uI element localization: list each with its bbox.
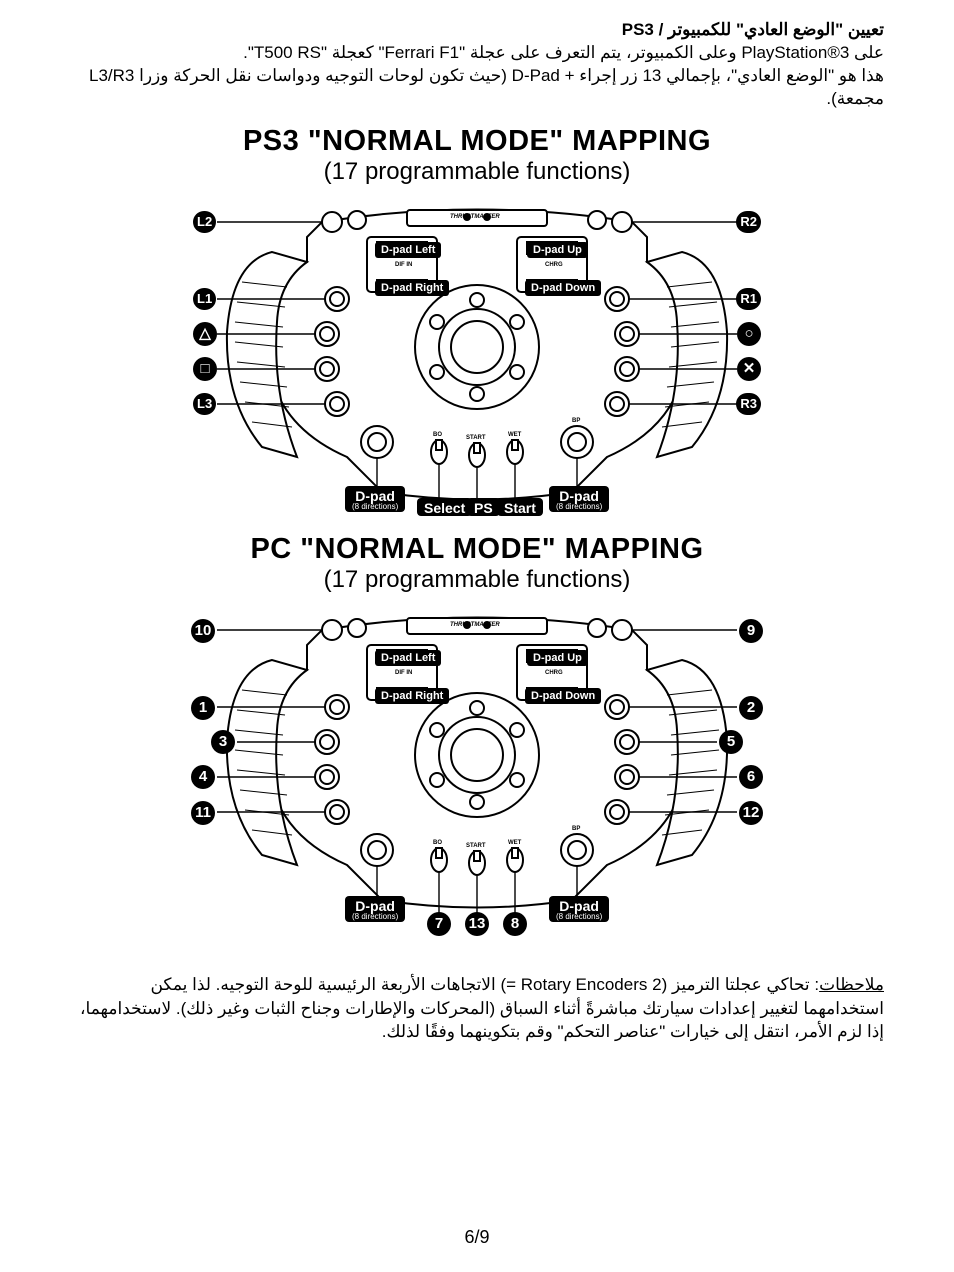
ps3-tm: THRUSTMASTER [450, 214, 500, 220]
pc-bo: BO [433, 840, 442, 846]
pc-dpad-bl: D-pad(8 directions) [345, 896, 405, 922]
ps3-dpad-up: D-pad Up [527, 242, 588, 258]
ps3-dpad-left: D-pad Left [375, 242, 441, 258]
pc-3: 3 [211, 730, 235, 754]
pc-10: 10 [191, 619, 215, 643]
pc-subtitle: (17 programmable functions) [70, 566, 884, 594]
pc-7: 7 [427, 912, 451, 936]
pc-2: 2 [739, 696, 763, 720]
ps3-chrg: CHRG [545, 262, 563, 268]
ps3-dpad-br: D-pad(8 directions) [549, 486, 609, 512]
ps3-r3-label: R3 [736, 393, 761, 415]
pc-dpad-right: D-pad Right [375, 688, 449, 704]
pc-title: PC "NORMAL MODE" MAPPING [70, 533, 884, 566]
pc-wheel-svg [177, 600, 777, 940]
ps3-diagram-section: PS3 "NORMAL MODE" MAPPING (17 programmab… [70, 125, 884, 527]
pc-bp: BP [572, 826, 580, 832]
pc-dif: DIF IN [395, 670, 412, 676]
pc-6: 6 [739, 765, 763, 789]
pc-13: 13 [465, 912, 489, 936]
pc-wet: WET [508, 840, 521, 846]
pc-diagram-section: PC "NORMAL MODE" MAPPING (17 programmabl… [70, 533, 884, 945]
ps3-cross-icon: ✕ [737, 357, 761, 381]
ps3-r1-label: R1 [736, 288, 761, 310]
pc-wheel: 10 1 3 4 11 9 2 5 6 12 D-pad Left D-pad … [177, 600, 777, 945]
ps3-triangle-icon: △ [193, 322, 217, 346]
ps3-ps: PS [467, 498, 500, 516]
pc-dpad-up: D-pad Up [527, 650, 588, 666]
pc-tm: THRUSTMASTER [450, 622, 500, 628]
ps3-subtitle: (17 programmable functions) [70, 158, 884, 186]
ps3-dpad-bl: D-pad(8 directions) [345, 486, 405, 512]
notes-label: ملاحظات [819, 975, 884, 994]
ps3-wheel-svg [177, 192, 777, 522]
notes-text: : تحاكي عجلتا الترميز (2 Rotary Encoders… [80, 975, 884, 1042]
pc-9: 9 [739, 619, 763, 643]
pc-8: 8 [503, 912, 527, 936]
pc-5: 5 [719, 730, 743, 754]
doc-title: تعيين "الوضع العادي" للكمبيوتر / PS3 [70, 20, 884, 40]
ps3-square-icon: □ [193, 357, 217, 381]
ps3-title: PS3 "NORMAL MODE" MAPPING [70, 125, 884, 158]
ps3-l2-label: L2 [193, 211, 216, 233]
pc-dpad-br: D-pad(8 directions) [549, 896, 609, 922]
ps3-dpad-down: D-pad Down [525, 280, 601, 296]
pc-11: 11 [191, 801, 215, 825]
ps3-circle-icon: ○ [737, 322, 761, 346]
header: تعيين "الوضع العادي" للكمبيوتر / PS3 على… [70, 20, 884, 111]
header-p1: على PlayStation®3 وعلى الكمبيوتر، يتم ال… [70, 42, 884, 65]
ps3-l3-label: L3 [193, 393, 216, 415]
notes: ملاحظات: تحاكي عجلتا الترميز (2 Rotary E… [70, 973, 884, 1044]
ps3-wheel: L2 L1 △ □ L3 R2 R1 ○ ✕ R3 D-pad Left D-p… [177, 192, 777, 527]
page-number: 6/9 [0, 1227, 954, 1248]
ps3-wet: WET [508, 432, 521, 438]
pc-dpad-left: D-pad Left [375, 650, 441, 666]
ps3-dpad-right: D-pad Right [375, 280, 449, 296]
pc-1: 1 [191, 696, 215, 720]
pc-chrg: CHRG [545, 670, 563, 676]
ps3-start: Start [497, 498, 543, 516]
header-p2: هذا هو "الوضع العادي"، بإجمالي 13 زر إجر… [70, 65, 884, 111]
ps3-bp: BP [572, 418, 580, 424]
pc-startt: START [466, 843, 486, 849]
pc-4: 4 [191, 765, 215, 789]
ps3-startt: START [466, 435, 486, 441]
ps3-bo: BO [433, 432, 442, 438]
pc-dpad-down: D-pad Down [525, 688, 601, 704]
ps3-r2-label: R2 [736, 211, 761, 233]
ps3-l1-label: L1 [193, 288, 216, 310]
ps3-dif: DIF IN [395, 262, 412, 268]
ps3-select: Select [417, 498, 472, 516]
pc-12: 12 [739, 801, 763, 825]
